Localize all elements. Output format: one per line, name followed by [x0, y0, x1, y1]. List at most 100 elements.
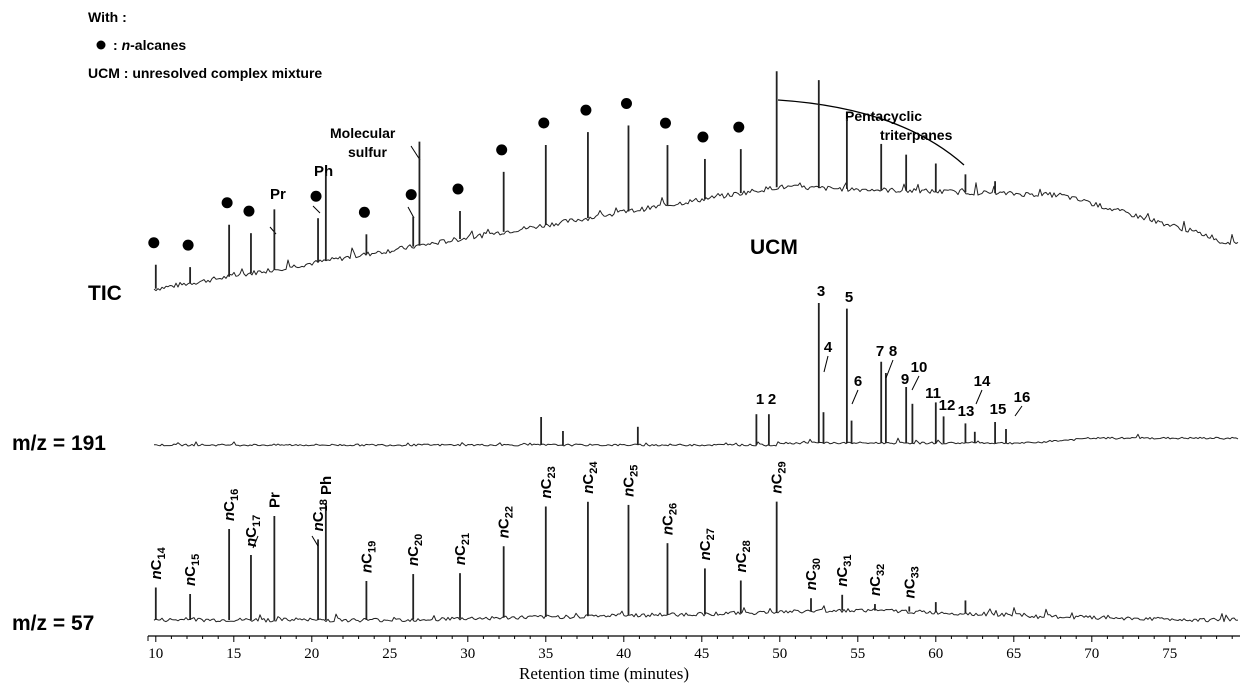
mz191-label-pointer	[851, 389, 859, 405]
mz57-peak-label: nC18	[310, 499, 330, 531]
mz191-label-pointer	[975, 389, 983, 405]
pentacyclic-label-1: Pentacyclic	[845, 108, 922, 124]
mz191-trace-label: m/z = 191	[12, 432, 106, 455]
mz57-peak-label: nC20	[405, 534, 425, 566]
mz57-peak-label: nC16	[221, 489, 241, 521]
mz191-peak-label: 13	[958, 403, 975, 420]
mz191-peak-label: 2	[768, 391, 776, 408]
molecular-sulfur-pointer	[410, 145, 421, 161]
baseline	[153, 605, 1239, 623]
mz191-peak-label: 10	[911, 359, 928, 376]
mz57-label-pointer	[311, 535, 319, 547]
x-tick-label: 50	[772, 646, 787, 662]
mz191-peak-label: 14	[974, 373, 991, 390]
n-alkane-dot-icon	[182, 239, 194, 251]
mz191-peak-label: 5	[845, 289, 853, 306]
mz57-peak-label: nC21	[452, 533, 472, 565]
n-alkane-dot-icon	[452, 183, 464, 195]
tic-pr-label: Pr	[270, 186, 286, 203]
mz57-peak-label: nC14	[148, 546, 168, 579]
legend-dot-icon	[96, 40, 106, 50]
mz57-peak-label: nC22	[496, 506, 516, 538]
mz57-peak-label: nC25	[620, 465, 640, 497]
mz57-peak-label: nC19	[358, 541, 378, 573]
x-tick-label: 60	[928, 646, 943, 662]
mz57-peak-label: nC29	[769, 461, 789, 493]
n-alkane-dot-icon	[221, 197, 233, 209]
mz191-peak-label: 16	[1014, 389, 1031, 406]
n-alkane-dot-icon	[538, 117, 550, 129]
x-tick-label: 70	[1084, 646, 1099, 662]
mz57-peak-label: nC24	[580, 461, 600, 494]
mz57-peak-label: nC32	[867, 564, 887, 596]
mz57-peak-label: nC31	[834, 555, 854, 587]
mz191-label-pointer	[911, 375, 920, 391]
n-alkane-dot-icon	[659, 117, 671, 129]
legend-with: With :	[88, 9, 127, 25]
n-alkane-dot-icon	[620, 97, 632, 109]
ucm-label: UCM	[750, 236, 798, 259]
mz191-label-pointer	[1014, 405, 1023, 417]
mz57-peak-label: nC17	[243, 515, 263, 547]
x-tick-label: 40	[616, 646, 631, 662]
x-axis: 10 15 20 25 30 35 40 45 50 55 60 65 70 75	[147, 635, 1240, 662]
mz191-peak-label: 15	[990, 401, 1007, 418]
x-tick-label: 10	[148, 646, 163, 662]
x-tick-label: 55	[850, 646, 865, 662]
mz57-peak-label: nC30	[803, 558, 823, 590]
pentacyclic-label-2: triterpanes	[880, 127, 953, 143]
pentacyclic-bracket	[777, 99, 965, 166]
mz57-peak-label: nC28	[733, 540, 753, 572]
n-alkane-dot-icon	[697, 131, 709, 143]
baseline	[153, 182, 1239, 292]
tic-trace-label: TIC	[88, 282, 122, 305]
mz191-peak-label: 4	[824, 339, 833, 356]
mz191-label-pointer	[823, 355, 829, 373]
molecular-sulfur-label-2: sulfur	[348, 144, 387, 160]
mz57-peak-label: nC26	[659, 503, 679, 535]
x-tick-label: 75	[1162, 646, 1177, 662]
x-tick-label: 65	[1006, 646, 1021, 662]
mz57-peak-label: nC23	[538, 466, 558, 498]
x-tick-label: 15	[226, 646, 241, 662]
mz57-peak-label: Ph	[318, 476, 335, 495]
x-tick-label: 35	[538, 646, 553, 662]
mz191-label-pointer	[885, 359, 894, 379]
mz191-peak-label: 8	[889, 343, 897, 360]
molecular-sulfur-label-1: Molecular	[330, 125, 396, 141]
n-alkane-dot-icon	[243, 205, 255, 217]
tic-alkane-dots	[148, 97, 745, 251]
n-alkane-dot-icon	[496, 144, 508, 156]
mz57-label-pointer	[252, 535, 259, 549]
x-tick-label: 20	[304, 646, 319, 662]
mz191-peak-label: 3	[817, 283, 825, 300]
tic-ph-label: Ph	[314, 163, 333, 180]
legend-ucm-key: UCM : unresolved complex mixture	[88, 65, 322, 81]
legend-dot-label: : n-alcanes	[113, 37, 186, 53]
mz57-peak-label: nC33	[901, 566, 921, 598]
tic-ph-pointer	[312, 205, 321, 214]
mz57-trace-label: m/z = 57	[12, 612, 94, 635]
mz191-peak-label: 7	[876, 343, 884, 360]
mz57-peak-label: nC27	[697, 528, 717, 560]
x-tick-label: 45	[694, 646, 709, 662]
n-alkane-dot-icon	[580, 104, 592, 116]
tic-trace	[153, 71, 1239, 292]
mz57-peak-label: Pr	[266, 492, 283, 508]
n-alkane-dot-icon	[733, 121, 745, 133]
n-alkane-dot-icon	[148, 237, 160, 249]
n-alkane-dot-icon	[405, 189, 417, 201]
mz191-peak-label: 12	[939, 397, 956, 414]
mz191-peak-label: 6	[854, 373, 862, 390]
x-axis-title: Retention time (minutes)	[519, 664, 689, 683]
mz191-peak-label: 1	[756, 391, 764, 408]
mz191-peak-label: 9	[901, 371, 909, 388]
mz57-trace	[153, 501, 1239, 623]
tic-c20-pointer	[407, 206, 415, 219]
mz57-peak-label: nC15	[182, 554, 202, 586]
n-alkane-dot-icon	[358, 206, 370, 218]
baseline	[154, 433, 1239, 447]
